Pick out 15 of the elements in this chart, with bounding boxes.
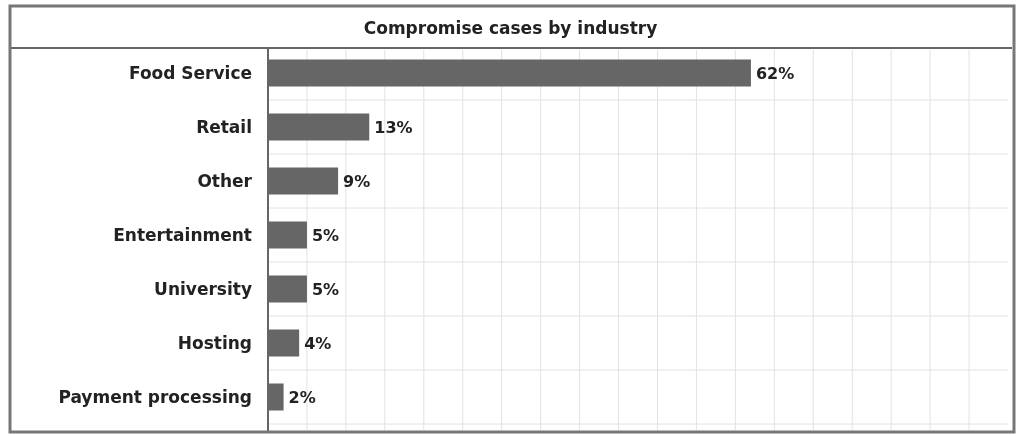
data-label: 4% (304, 333, 332, 353)
data-label: 2% (288, 387, 316, 407)
y-tick-label: Entertainment (113, 224, 252, 245)
y-tick-label: Hosting (177, 332, 252, 353)
y-tick-label: Payment processing (58, 386, 252, 407)
data-label: 9% (343, 171, 371, 191)
y-tick-label: Food Service (128, 62, 252, 83)
data-label: 5% (311, 225, 340, 245)
y-tick-label: Retail (196, 116, 252, 137)
chart-title: Compromise cases by industry (363, 18, 658, 38)
data-label: 5% (311, 279, 340, 299)
y-tick-label: Other (197, 170, 253, 191)
data-label: 13% (374, 117, 413, 137)
y-tick-label: University (154, 278, 252, 299)
data-label: 62% (755, 63, 795, 83)
